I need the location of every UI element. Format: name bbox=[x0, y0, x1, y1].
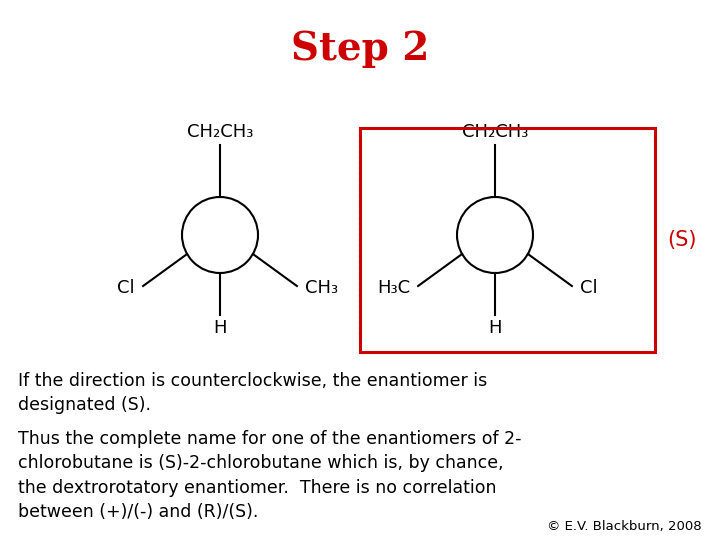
Text: H: H bbox=[213, 319, 227, 337]
Text: Cl: Cl bbox=[580, 279, 598, 297]
Text: © E.V. Blackburn, 2008: © E.V. Blackburn, 2008 bbox=[547, 520, 702, 533]
Text: CH₃: CH₃ bbox=[305, 279, 338, 297]
Text: H: H bbox=[488, 319, 502, 337]
Text: Cl: Cl bbox=[117, 279, 135, 297]
Text: Thus the complete name for one of the enantiomers of 2-
chlorobutane is (S)-2-ch: Thus the complete name for one of the en… bbox=[18, 430, 521, 521]
Text: (S): (S) bbox=[667, 230, 696, 250]
Bar bbox=[360, 128, 655, 352]
Text: H₃C: H₃C bbox=[377, 279, 410, 297]
Text: CH₂CH₃: CH₂CH₃ bbox=[462, 123, 528, 141]
Text: Step 2: Step 2 bbox=[291, 30, 429, 68]
Text: If the direction is counterclockwise, the enantiomer is
designated (S).: If the direction is counterclockwise, th… bbox=[18, 372, 487, 414]
Text: CH₂CH₃: CH₂CH₃ bbox=[186, 123, 253, 141]
